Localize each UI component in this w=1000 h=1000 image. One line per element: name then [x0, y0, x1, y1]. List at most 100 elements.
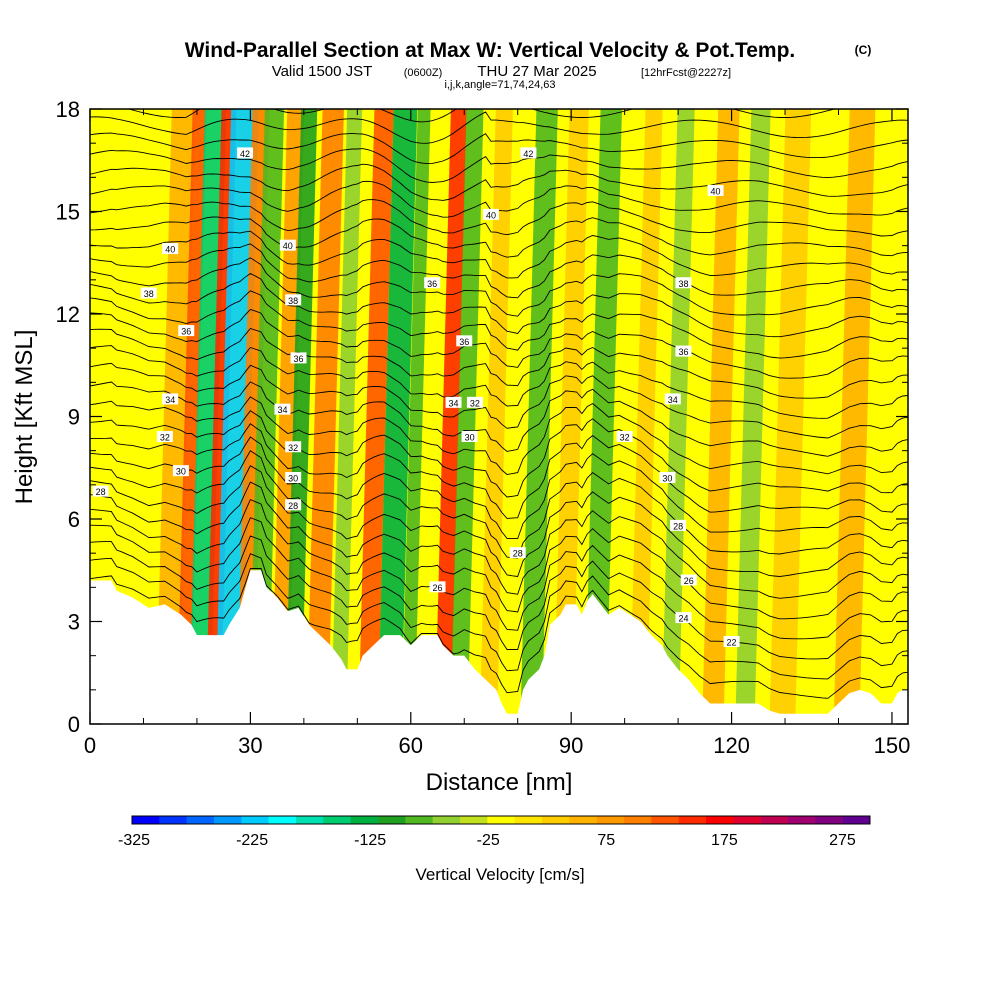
theta-contour-label: 34: [445, 396, 462, 408]
theta-contour-line: [90, 345, 908, 419]
theta-contour-line: [90, 481, 908, 599]
velocity-band: [450, 109, 484, 724]
svg-text:34: 34: [668, 395, 678, 405]
svg-text:36: 36: [181, 327, 191, 337]
theta-contour-line: [90, 423, 908, 519]
svg-text:32: 32: [470, 398, 480, 408]
svg-text:38: 38: [678, 279, 688, 289]
colorbar-swatch: [569, 816, 597, 824]
colorbar-swatch: [842, 816, 871, 824]
velocity-band: [479, 109, 513, 724]
terrain-mask: [90, 570, 908, 724]
theta-contour-line: [90, 272, 908, 338]
svg-text:32: 32: [288, 443, 298, 453]
colorbar-swatch: [815, 816, 843, 824]
velocity-band: [306, 109, 344, 724]
x-tick-label: 120: [713, 733, 750, 758]
theta-contour-label: 28: [509, 547, 526, 559]
colorbar: -325 -225 -125 -25 75 175 275: [118, 815, 871, 849]
svg-text:36: 36: [294, 354, 304, 364]
colorbar-swatch: [760, 816, 789, 824]
theta-contour-line: [90, 535, 908, 660]
colorbar-swatch: [678, 816, 707, 824]
colorbar-swatch: [323, 816, 351, 824]
valid-time-prefix: Valid 1500 JST: [272, 63, 373, 80]
theta-contour-label: 36: [290, 352, 307, 364]
theta-contour-labels: 28 30 32 34 36 38 40 42 40 38 36 34 32 30 28 36 36 34 32 30…: [92, 147, 740, 648]
theta-contour-label: 26: [429, 581, 446, 593]
theta-contour-label: 40: [162, 243, 179, 255]
colorbar-frame: [131, 815, 871, 825]
x-tick-label: 150: [874, 733, 911, 758]
theta-contour-label: 34: [664, 393, 681, 405]
theta-contour-line: [90, 216, 908, 258]
colorbar-swatch: [241, 816, 269, 824]
theta-contour-label: 36: [675, 345, 692, 357]
velocity-band: [285, 109, 318, 724]
colorbar-swatch: [350, 816, 379, 824]
theta-contour-line: [90, 230, 908, 279]
theta-contour-label: 36: [424, 277, 441, 289]
colorbar-tick-label: -325: [118, 832, 150, 849]
colorbar-tick-label: -25: [477, 832, 500, 849]
svg-text:42: 42: [240, 149, 250, 159]
velocity-band: [833, 109, 876, 724]
colorbar-swatch: [268, 816, 297, 824]
svg-text:36: 36: [427, 279, 437, 289]
colorbar-swatch: [624, 816, 652, 824]
svg-text:30: 30: [288, 474, 298, 484]
theta-contour-label: 34: [162, 393, 179, 405]
velocity-band: [358, 109, 394, 724]
svg-text:42: 42: [523, 149, 533, 159]
theta-contour-label: 38: [675, 277, 692, 289]
chart-title: Wind-Parallel Section at Max W: Vertical…: [185, 39, 796, 62]
svg-text:28: 28: [513, 549, 523, 559]
theta-contour-label: 28: [670, 519, 687, 531]
theta-contour-label: 28: [92, 485, 109, 497]
theta-contour-label: 22: [723, 636, 740, 648]
svg-text:34: 34: [165, 395, 175, 405]
theta-contour-label: 36: [178, 325, 195, 337]
colorbar-swatch: [596, 816, 625, 824]
colorbar-swatch: [159, 816, 187, 824]
colorbar-tick-label: -125: [354, 832, 386, 849]
title-units-mark: (C): [855, 43, 872, 57]
x-tick-label: 30: [238, 733, 262, 758]
y-tick-label: 0: [68, 712, 80, 737]
velocity-band: [661, 109, 695, 724]
subtitle: Valid 1500 JST (0600Z) THU 27 Mar 2025 […: [272, 63, 731, 80]
theta-contour-label: 30: [285, 472, 302, 484]
y-tick-label: 3: [68, 610, 80, 635]
svg-text:32: 32: [160, 433, 170, 443]
svg-text:34: 34: [277, 405, 287, 415]
theta-contour-label: 32: [156, 431, 173, 443]
svg-text:38: 38: [144, 289, 154, 299]
colorbar-label: Vertical Velocity [cm/s]: [415, 865, 584, 884]
valid-date: THU 27 Mar 2025: [477, 63, 596, 80]
velocity-band: [188, 109, 227, 724]
valid-time-utc: (0600Z): [404, 67, 443, 79]
colorbar-swatch: [733, 816, 761, 824]
velocity-band: [735, 109, 771, 724]
vertical-velocity-field: [155, 109, 876, 724]
theta-contour-line: [90, 450, 908, 559]
y-axis-label: Height [Kft MSL]: [11, 330, 38, 505]
colorbar-swatch: [487, 816, 515, 824]
theta-contour-line: [90, 257, 908, 317]
theta-contour-line: [90, 465, 908, 577]
theta-contour-line: [90, 180, 908, 218]
y-tick-label: 15: [56, 200, 80, 225]
svg-text:34: 34: [449, 398, 459, 408]
svg-text:26: 26: [433, 583, 443, 593]
theta-contour-label: 40: [279, 239, 296, 251]
velocity-band: [553, 109, 589, 724]
theta-contour-label: 32: [285, 441, 302, 453]
svg-text:32: 32: [620, 433, 630, 443]
colorbar-tick-label: -225: [236, 832, 268, 849]
x-tick-label: 60: [399, 733, 423, 758]
theta-contour-line: [90, 436, 908, 540]
theta-contour-label: 40: [707, 185, 724, 197]
theta-contour-line: [90, 517, 908, 640]
colorbar-swatch: [788, 816, 816, 824]
colorbar-swatch: [378, 816, 406, 824]
